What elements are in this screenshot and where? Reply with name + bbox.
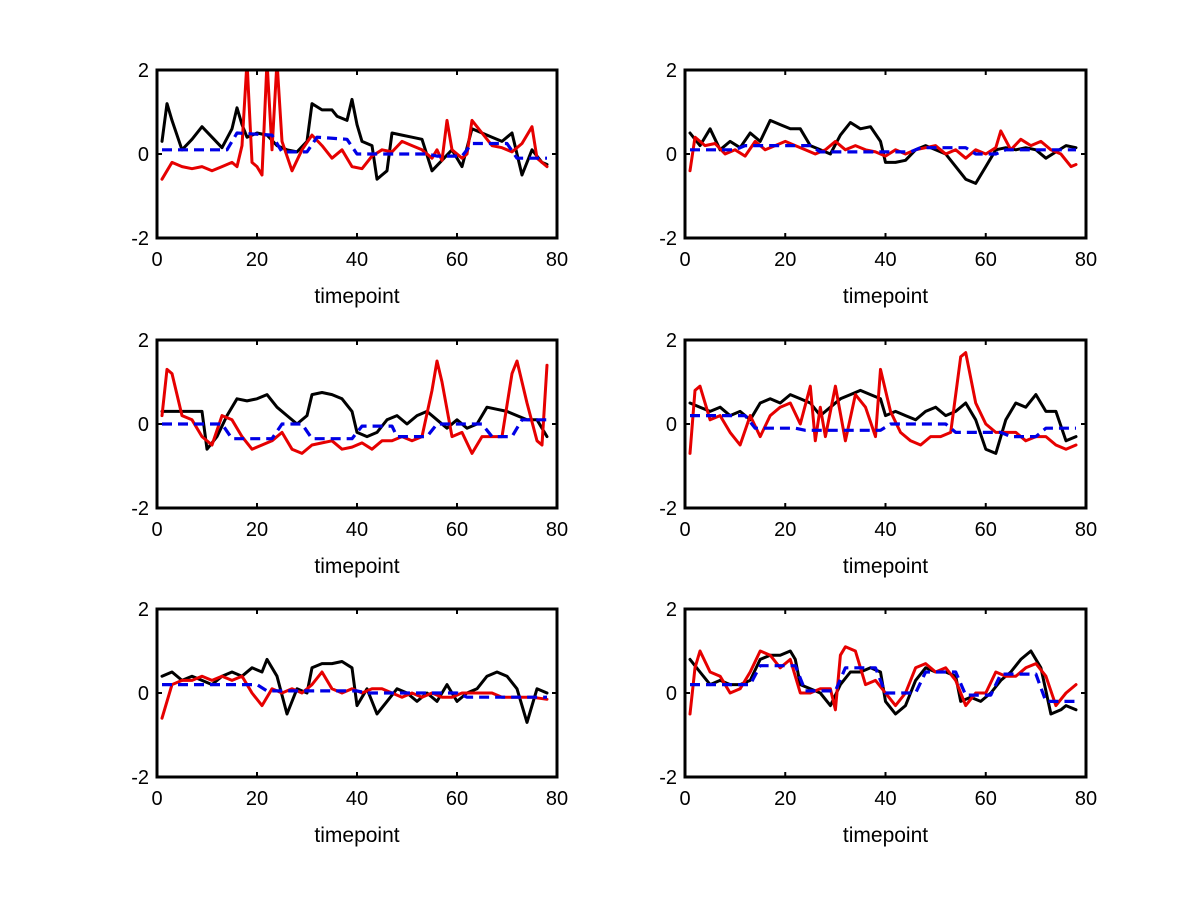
series-line-1 [160, 391, 549, 451]
x-axis-label: timepoint [314, 285, 399, 308]
y-tick-label: 2 [138, 330, 149, 352]
x-tick-label: 20 [246, 519, 268, 541]
y-tick-label: -2 [659, 767, 677, 789]
y-tick-label: -2 [659, 228, 677, 250]
y-tick-label: 2 [666, 60, 677, 82]
series-group [688, 645, 1078, 716]
y-tick-label: -2 [131, 767, 149, 789]
x-tick-label: 0 [151, 788, 162, 810]
x-tick-label: 80 [546, 519, 568, 541]
x-axis-label: timepoint [843, 285, 928, 308]
x-axis-label: timepoint [843, 824, 928, 847]
x-axis-label: timepoint [314, 555, 399, 578]
x-tick-label: 0 [151, 519, 162, 541]
x-tick-label: 40 [874, 788, 896, 810]
y-tick-label: 0 [138, 414, 149, 436]
x-tick-label: 80 [1075, 519, 1097, 541]
x-tick-label: 80 [546, 788, 568, 810]
x-tick-label: 0 [151, 249, 162, 271]
x-tick-label: 60 [446, 519, 468, 541]
y-tick-label: 0 [138, 144, 149, 166]
series-group [688, 351, 1078, 455]
series-group [160, 359, 549, 455]
series-group [160, 70, 549, 181]
y-tick-label: 0 [666, 144, 677, 166]
y-tick-label: 2 [666, 330, 677, 352]
x-tick-label: 60 [975, 788, 997, 810]
y-tick-label: -2 [131, 498, 149, 520]
x-tick-label: 20 [246, 788, 268, 810]
x-tick-label: 60 [446, 249, 468, 271]
y-tick-label: -2 [131, 228, 149, 250]
series-line-3 [162, 131, 547, 160]
series-line-1 [160, 657, 549, 724]
x-tick-label: 60 [975, 519, 997, 541]
series-line-3 [690, 144, 1076, 156]
x-tick-label: 60 [975, 249, 997, 271]
series-line-1 [160, 97, 549, 181]
x-tick-label: 40 [346, 249, 368, 271]
y-tick-label: -2 [659, 498, 677, 520]
series-line-3 [162, 682, 547, 699]
series-group [688, 118, 1078, 185]
x-tick-label: 0 [679, 788, 690, 810]
x-tick-label: 80 [1075, 788, 1097, 810]
x-tick-label: 80 [546, 249, 568, 271]
y-tick-label: 2 [666, 599, 677, 621]
x-tick-label: 20 [774, 249, 796, 271]
x-tick-label: 40 [874, 249, 896, 271]
series-line-2 [688, 351, 1078, 455]
series-line-1 [688, 388, 1078, 455]
x-tick-label: 20 [246, 249, 268, 271]
x-tick-label: 0 [679, 519, 690, 541]
x-axis-label: timepoint [843, 555, 928, 578]
series-group [160, 657, 549, 724]
x-tick-label: 40 [874, 519, 896, 541]
x-tick-label: 20 [774, 519, 796, 541]
x-tick-label: 40 [346, 788, 368, 810]
y-tick-label: 0 [666, 683, 677, 705]
x-tick-label: 60 [446, 788, 468, 810]
series-line-3 [162, 418, 547, 441]
y-tick-label: 0 [138, 683, 149, 705]
series-line-2 [688, 129, 1078, 173]
x-axis-label: timepoint [314, 824, 399, 847]
y-tick-label: 2 [138, 599, 149, 621]
y-tick-label: 0 [666, 414, 677, 436]
series-line-2 [688, 645, 1078, 716]
series-line-3 [690, 414, 1076, 439]
series-line-3 [690, 664, 1076, 704]
series-line-2 [160, 670, 549, 720]
x-tick-label: 20 [774, 788, 796, 810]
series-line-2 [160, 70, 549, 181]
y-tick-label: 2 [138, 60, 149, 82]
x-tick-label: 0 [679, 249, 690, 271]
series-line-2 [160, 359, 549, 455]
x-tick-label: 40 [346, 519, 368, 541]
x-tick-label: 80 [1075, 249, 1097, 271]
